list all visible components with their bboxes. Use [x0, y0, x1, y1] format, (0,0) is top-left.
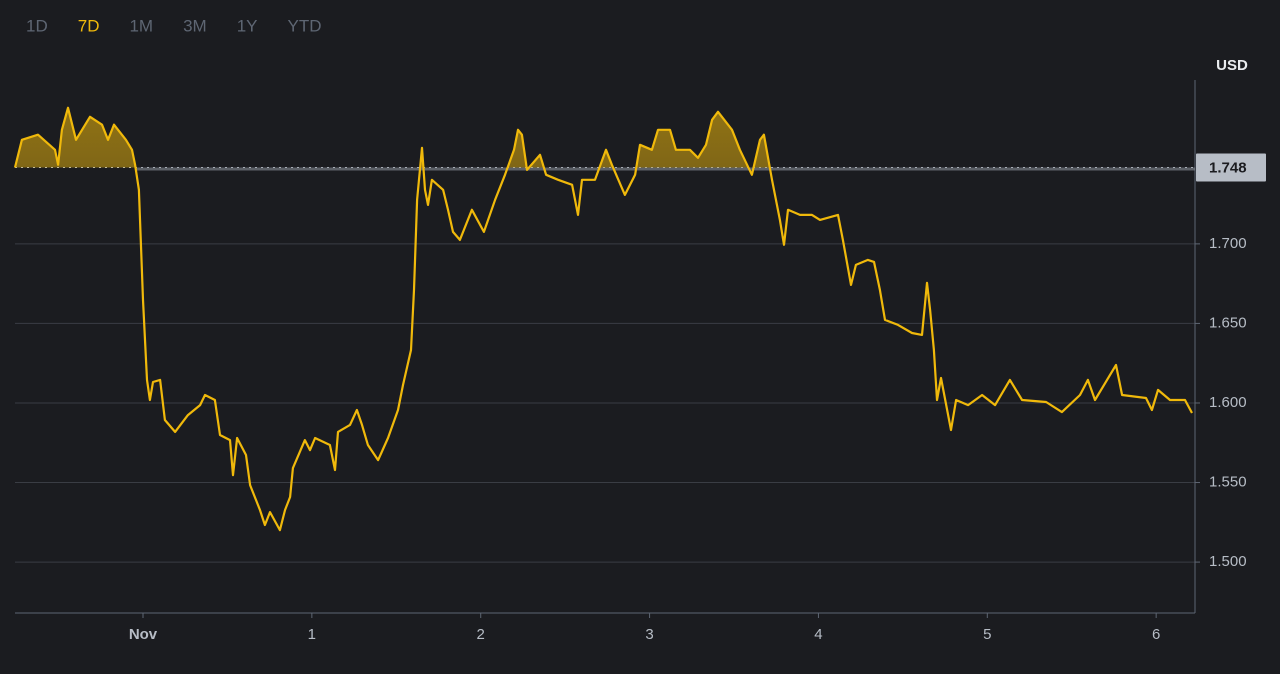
x-tick-label: 4 — [814, 626, 822, 643]
x-tick-label: 5 — [983, 626, 991, 643]
period-button[interactable]: 1D — [26, 16, 48, 35]
period-button[interactable]: 3M — [183, 16, 207, 35]
period-button[interactable]: YTD — [288, 16, 322, 35]
x-tick-label: 2 — [477, 626, 485, 643]
y-tick-label: 1.600 — [1209, 394, 1247, 411]
x-tick-label: Nov — [129, 626, 158, 643]
period-button[interactable]: 7D — [78, 16, 100, 35]
y-tick-label: 1.550 — [1209, 474, 1247, 491]
period-button[interactable]: 1M — [129, 16, 153, 35]
y-tick-label: 1.500 — [1209, 553, 1247, 570]
x-tick-label: 3 — [645, 626, 653, 643]
reference-label: 1.748 — [1209, 159, 1247, 176]
reference-label-box — [1196, 153, 1266, 182]
x-tick-label: 1 — [308, 626, 316, 643]
area-fill — [15, 107, 1192, 168]
y-axis-label: USD — [1216, 57, 1248, 74]
y-tick-label: 1.700 — [1209, 235, 1247, 252]
price-line — [13, 106, 1193, 532]
x-tick-label: 6 — [1152, 626, 1160, 643]
y-tick-label: 1.650 — [1209, 314, 1247, 331]
period-button[interactable]: 1Y — [237, 16, 258, 35]
